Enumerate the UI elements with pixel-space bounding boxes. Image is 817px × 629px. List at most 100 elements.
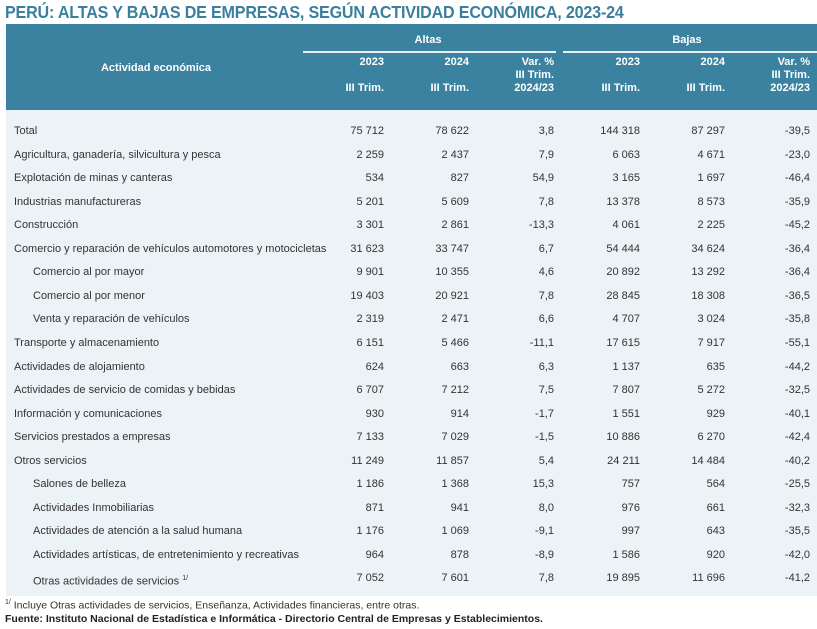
table-row: Industrias manufactureras 5 201 5 609 7,8 13…	[6, 191, 817, 214]
cell-value: -36,4	[784, 242, 810, 255]
cell-value: 7,8	[538, 289, 554, 302]
table-row: Salones de belleza 1 186 1 368 15,3 757 564 -2…	[6, 473, 817, 496]
row-label-text: Servicios prestados a empresas	[14, 431, 171, 444]
cell-value: 6 063	[612, 148, 640, 161]
table-row: Actividades Inmobiliarias 871 941 8,0 976 661…	[6, 497, 817, 520]
cell-value: 1 176	[356, 525, 384, 538]
cell-value: -36,5	[784, 289, 810, 302]
cell-value: 624	[365, 360, 384, 373]
cell-value: 5 201	[356, 195, 384, 208]
row-label: Comercio al por menor	[33, 285, 145, 308]
column-header: 2024/23	[514, 82, 554, 94]
cell-value: -55,1	[784, 336, 810, 349]
row-label: Actividades de atención a la salud human…	[33, 520, 242, 543]
cell-value: 6 151	[356, 336, 384, 349]
header-altas: Altas	[414, 34, 442, 46]
row-label: Agricultura, ganadería, silvicultura y p…	[14, 144, 221, 167]
cell-value: 827	[450, 172, 469, 185]
cell-value: 1 551	[612, 407, 640, 420]
row-label: Actividades Inmobiliarias	[33, 497, 154, 520]
cell-value: 2 437	[441, 148, 469, 161]
column-header: 2024	[700, 56, 725, 68]
cell-value: 5 609	[441, 195, 469, 208]
cell-value: 7,8	[538, 572, 554, 585]
cell-value: 17 615	[606, 336, 640, 349]
cell-value: 4 671	[697, 148, 725, 161]
cell-value: 964	[365, 548, 384, 561]
cell-value: 1 697	[697, 172, 725, 185]
table-row: Otras actividades de servicios 1/7 052 7 …	[6, 567, 817, 590]
row-label: Información y comunicaciones	[14, 403, 162, 426]
cell-value: 7 807	[612, 384, 640, 397]
cell-value: -36,4	[784, 266, 810, 279]
cell-value: 757	[621, 478, 640, 491]
cell-value: 7,9	[538, 148, 554, 161]
cell-value: 5 272	[697, 384, 725, 397]
table-row: Agricultura, ganadería, silvicultura y p…	[6, 144, 817, 167]
cell-value: 6 707	[356, 384, 384, 397]
cell-value: 6,7	[538, 242, 554, 255]
cell-value: 1 186	[356, 478, 384, 491]
cell-value: 534	[365, 172, 384, 185]
table-header: Actividad económica Altas Bajas 2023 III …	[6, 24, 817, 110]
cell-value: 20 921	[435, 289, 469, 302]
cell-value: 10 886	[606, 431, 640, 444]
cell-value: 7,5	[538, 384, 554, 397]
cell-value: 33 747	[435, 242, 469, 255]
cell-value: -39,5	[784, 125, 810, 137]
altas-divider	[303, 51, 556, 53]
table-row: Otros servicios 11 249 11 857 5,4 24 211 14 4…	[6, 450, 817, 473]
cell-value: 13 292	[691, 266, 725, 279]
footnote-text: Incluye Otras actividades de servicios, …	[13, 599, 420, 612]
column-header: III Trim.	[345, 82, 384, 94]
cell-value: 11 696	[692, 572, 725, 585]
row-label-text: Actividades Inmobiliarias	[33, 501, 155, 514]
cell-value: 11 249	[351, 454, 384, 467]
row-label-text: Actividades de alojamiento	[14, 360, 145, 373]
row-label: Construcción	[14, 214, 78, 237]
table-row: Construcción 3 301 2 861 -13,3 4 061 2 225 -45…	[6, 214, 817, 237]
footnote-mark: 1/	[5, 599, 11, 606]
cell-value: 920	[706, 548, 725, 561]
cell-value: -1,5	[535, 431, 554, 444]
cell-value: 7 029	[441, 431, 469, 444]
cell-value: 28 845	[606, 289, 640, 302]
cell-value: 4,6	[538, 266, 554, 279]
column-header: Var. %	[521, 56, 554, 68]
cell-value: 18 308	[691, 289, 725, 302]
cell-value: 6,6	[538, 313, 554, 326]
cell-value: 19 403	[350, 289, 384, 302]
row-label: Comercio al por mayor	[33, 261, 144, 284]
cell-value: 75 712	[350, 125, 384, 137]
table-row: Actividades de atención a la salud human…	[6, 520, 817, 543]
row-label-text: Información y comunicaciones	[14, 407, 162, 420]
cell-value: -8,9	[535, 548, 554, 561]
cell-value: 663	[450, 360, 469, 373]
cell-value: 2 861	[441, 219, 469, 232]
cell-value: -44,2	[784, 360, 810, 373]
cell-value: 10 355	[435, 266, 469, 279]
cell-value: 7,8	[538, 195, 554, 208]
cell-value: 24 211	[607, 454, 640, 467]
cell-value: 14 484	[691, 454, 725, 467]
cell-value: -32,5	[784, 384, 810, 397]
cell-value: 7 133	[356, 431, 384, 444]
cell-value: 34 624	[691, 242, 725, 255]
cell-value: -9,1	[535, 525, 554, 538]
cell-value: -45,2	[784, 219, 810, 232]
row-label-text: Otras actividades de servicios	[33, 576, 180, 589]
cell-value: 643	[706, 525, 725, 538]
row-label-text: Total	[14, 125, 38, 137]
row-label: Industrias manufactureras	[14, 191, 141, 214]
cell-value: 20 892	[606, 266, 640, 279]
cell-value: 564	[706, 478, 725, 491]
row-label-text: Venta y reparación de vehículos	[33, 313, 190, 326]
column-header: 2023	[615, 56, 640, 68]
cell-value: 144 318	[600, 125, 640, 137]
cell-value: -35,5	[784, 525, 810, 538]
cell-value: 54,9	[532, 172, 554, 185]
cell-value: 6,3	[538, 360, 554, 373]
cell-value: 914	[450, 407, 469, 420]
source-note: Fuente: Instituto Nacional de Estadístic…	[5, 613, 543, 625]
cell-value: 5 466	[441, 336, 469, 349]
